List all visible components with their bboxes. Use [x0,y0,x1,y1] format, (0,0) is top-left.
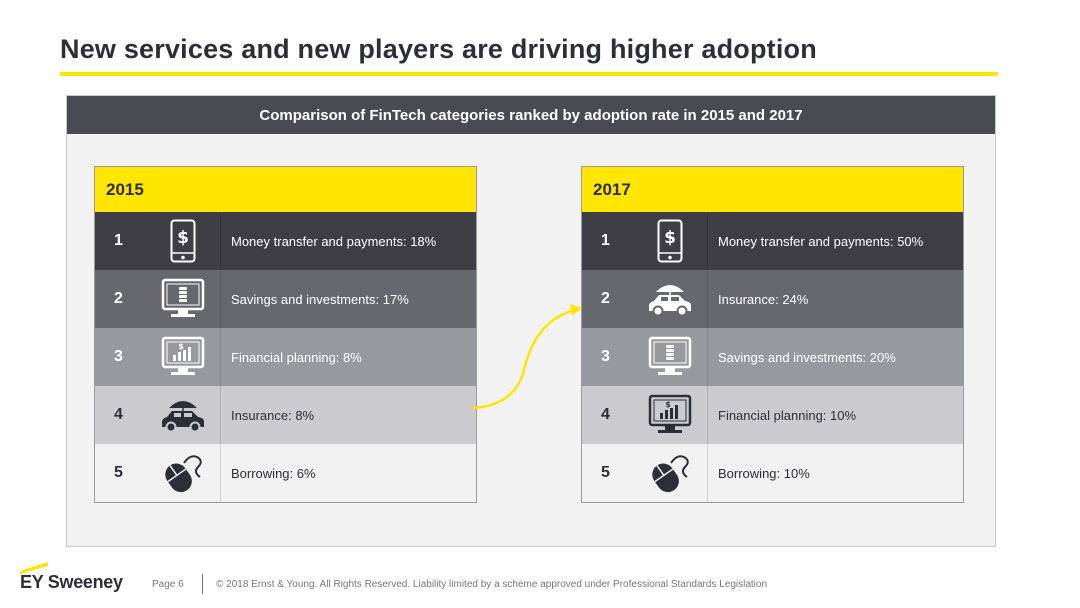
phone-dollar-icon: $ [632,212,708,270]
table-row: 4 $ Financial planning: 10% [582,386,963,444]
category-label: Borrowing: 10% [718,465,810,481]
category-label: Money transfer and payments: 18% [231,233,437,249]
table-row: 4 Insurance: 8% [95,386,476,444]
ey-beam-logo [20,562,48,574]
table-row: 2 Insurance: 24% [582,270,963,328]
table-row: 5 Borrowing: 10% [582,444,963,502]
page-number: Page 6 [152,579,184,590]
rank-number: 2 [114,290,123,307]
category-label: Financial planning: 8% [231,349,362,365]
monitor-coins-icon [632,328,708,386]
car-umbrella-icon [632,270,708,328]
rank-number: 3 [601,348,610,365]
svg-text:$: $ [178,342,184,351]
table-year: 2017 [582,167,963,212]
panel-header: Comparison of FinTech categories ranked … [67,96,995,134]
category-label: Savings and investments: 17% [231,291,409,307]
rank-number: 1 [114,232,123,249]
table-2015: 2015 1 $ Money transfer and payments: 18… [94,166,477,503]
table-row: 1 $ Money transfer and payments: 18% [95,212,476,270]
copyright-notice: © 2018 Ernst & Young. All Rights Reserve… [216,579,768,590]
category-label: Borrowing: 6% [231,465,316,481]
monitor-coins-icon [145,270,221,328]
car-umbrella-icon [145,386,221,444]
slide-title: New services and new players are driving… [60,34,817,64]
rank-number: 3 [114,348,123,365]
footer-divider [202,574,203,594]
rank-number: 4 [601,406,610,423]
category-label: Money transfer and payments: 50% [718,233,924,249]
table-2017: 2017 1 $ Money transfer and payments: 50… [581,166,964,503]
category-label: Financial planning: 10% [718,407,857,423]
mouse-icon [145,444,221,502]
table-year: 2015 [95,167,476,212]
rank-number: 5 [601,464,610,481]
phone-dollar-icon: $ [145,212,221,270]
svg-text:$: $ [664,228,676,248]
rank-number: 5 [114,464,123,481]
rank-change-arrow [471,304,582,410]
rank-number: 1 [601,232,610,249]
table-row: 3 Savings and investments: 20% [582,328,963,386]
rank-number: 4 [114,406,123,423]
rank-number: 2 [601,290,610,307]
table-row: 5 Borrowing: 6% [95,444,476,502]
table-row: 2 Savings and investments: 17% [95,270,476,328]
mouse-icon [632,444,708,502]
footer-brand: EY Sweeney [20,572,123,592]
table-row: 3 $ Financial planning: 8% [95,328,476,386]
svg-text:$: $ [177,228,189,248]
title-underline [60,72,998,76]
monitor-chart-icon: $ [145,328,221,386]
monitor-chart-icon: $ [632,386,708,444]
svg-text:$: $ [665,400,671,409]
table-row: 1 $ Money transfer and payments: 50% [582,212,963,270]
category-label: Insurance: 8% [231,407,315,423]
category-label: Savings and investments: 20% [718,349,896,365]
category-label: Insurance: 24% [718,291,809,307]
